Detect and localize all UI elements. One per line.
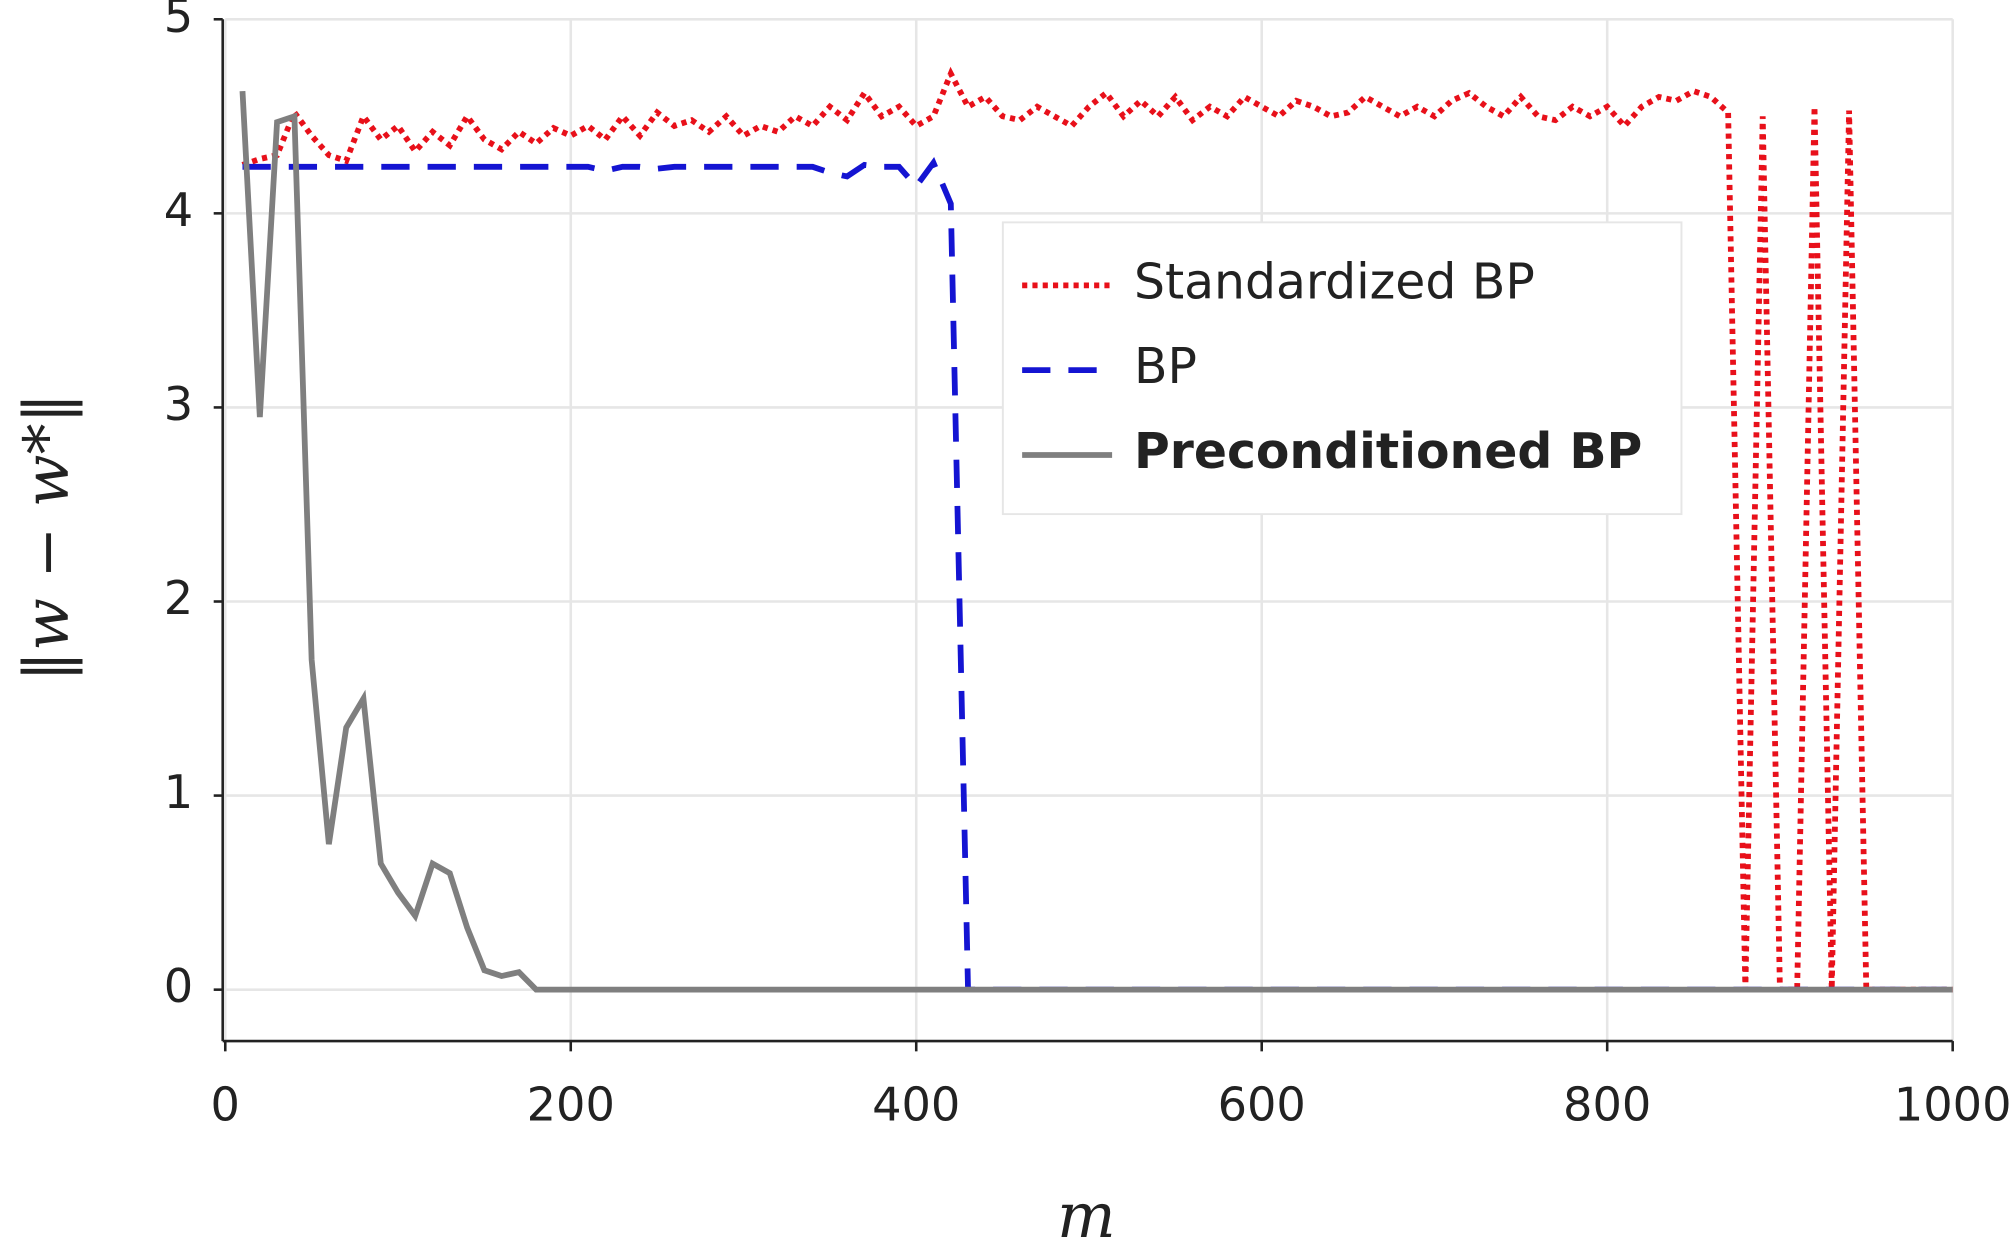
line-series [241, 66, 1953, 993]
y-tick-label: 0 [164, 959, 193, 1013]
y-axis-label: ‖w − w*‖ [11, 393, 83, 682]
x-tick-label: 800 [1563, 1077, 1651, 1131]
legend-label: Preconditioned BP [1134, 423, 1642, 480]
x-tick-label: 400 [872, 1077, 960, 1131]
y-tick-label: 5 [164, 0, 193, 43]
line-series [239, 90, 1953, 993]
x-tick-label: 200 [527, 1077, 615, 1131]
legend-label: BP [1134, 338, 1197, 395]
legend-label: Standardized BP [1134, 253, 1535, 310]
y-tick-label: 3 [164, 377, 193, 431]
x-axis-label: m [1057, 1180, 1116, 1248]
x-tick-label: 1000 [1894, 1077, 2012, 1131]
y-tick-label: 4 [164, 183, 193, 237]
y-tick-label: 1 [164, 765, 193, 819]
x-tick-label: 0 [211, 1077, 240, 1131]
legend-box [1001, 221, 1683, 516]
y-tick-label: 2 [164, 571, 193, 625]
x-tick-label: 600 [1218, 1077, 1306, 1131]
